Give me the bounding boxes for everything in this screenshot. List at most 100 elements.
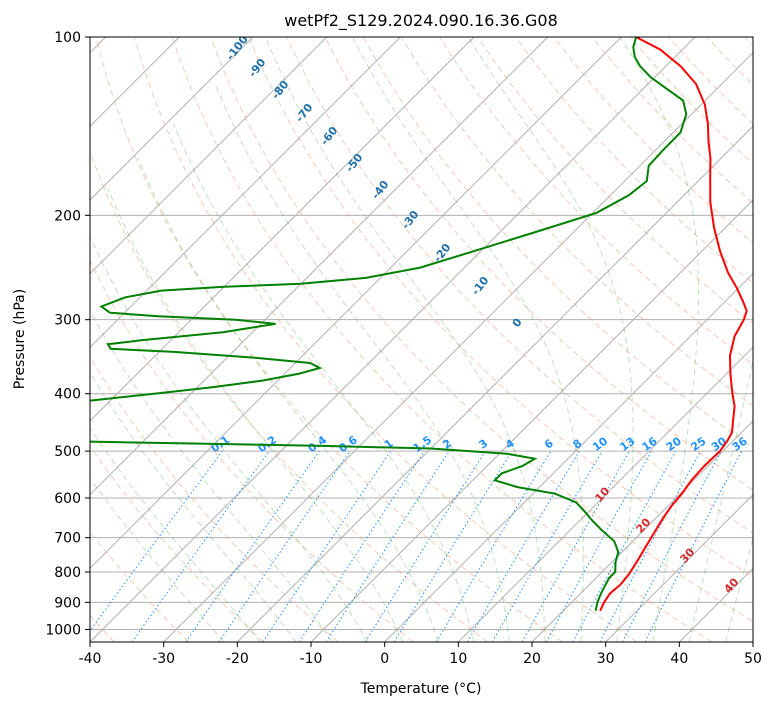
moist-adiabat-line: [137, 157, 439, 642]
mixing-ratio-line: [90, 450, 223, 632]
dry-adiabat-label: -80: [269, 78, 292, 102]
x-tick-label: 30: [597, 651, 615, 667]
y-tick-label: 500: [54, 444, 81, 460]
mixing-ratio-line: [644, 450, 743, 642]
dry-adiabat-label: -40: [369, 178, 392, 202]
isotherm-line: [605, 493, 753, 642]
moist-adiabat-line: [688, 358, 753, 642]
isotherm-line: [384, 272, 753, 642]
dry-adiabat-label: -60: [318, 124, 341, 148]
moist-adiabat-line: [352, 37, 584, 642]
isotherm-line: [531, 420, 753, 642]
mixing-ratio-line: [218, 450, 351, 642]
dry-adiabat-line: [95, 37, 563, 642]
mixing-ratio-label: 1.5: [411, 433, 434, 455]
isotherm-line: [90, 37, 622, 570]
y-axis: 100 200 300 400 500 600 700 800 900 1000: [45, 30, 90, 638]
mixing-ratio-line: [185, 450, 320, 642]
x-tick-label: 40: [670, 651, 688, 667]
moist-adiabat-line: [172, 123, 475, 642]
isotherm-line: [90, 37, 254, 201]
mixing-ratio-line: [572, 450, 677, 642]
y-tick-label: 100: [54, 30, 81, 46]
dry-adiabat-line: [210, 37, 753, 623]
x-tick-label: 0: [380, 651, 389, 667]
isotherm-line: [90, 37, 475, 422]
dry-adiabat-label: 0: [510, 316, 525, 330]
mixing-ratio-line: [262, 450, 392, 642]
x-axis-label: Temperature (°C): [360, 681, 482, 697]
isotherm-line: [90, 37, 328, 275]
moist-adiabat-line: [90, 309, 333, 642]
y-tick-label: 300: [54, 313, 81, 329]
series-line-1: [90, 37, 688, 612]
chart-title: wetPf2_S129.2024.090.16.36.G08: [284, 11, 558, 31]
x-axis: -40 -30 -20 -10 0 10 20 30 40 50: [79, 642, 762, 667]
mixing-ratio-line: [545, 450, 653, 642]
mixing-ratio-label: 6: [542, 437, 556, 452]
background-lines: [90, 37, 753, 642]
dry-adiabat-line: [90, 356, 339, 642]
y-tick-label: 400: [54, 387, 81, 403]
dry-adiabat-line: [90, 150, 488, 642]
x-tick-label: -40: [79, 651, 102, 667]
isotherm-line: [310, 199, 753, 642]
dry-adiabat-label: -10: [469, 274, 492, 298]
dry-adiabat-line: [248, 37, 753, 578]
dry-adiabat-line: [90, 445, 264, 642]
isotherm-line: [236, 125, 753, 642]
mixing-ratio-line: [364, 450, 486, 642]
y-axis-label: Pressure (hPa): [12, 289, 28, 389]
x-tick-label: 50: [744, 651, 762, 667]
moist-adiabat-line: [214, 83, 510, 642]
moist-adiabat-label: 30: [677, 545, 697, 565]
dry-adiabat-line: [515, 37, 753, 284]
dry-adiabat-label: -30: [399, 208, 422, 232]
mixing-ratio-line: [521, 450, 630, 642]
isotherm-line: [457, 346, 753, 642]
mixing-ratio-label: 0.4: [306, 433, 330, 455]
moist-adiabat-line: [725, 536, 753, 642]
isotherm-line: [163, 51, 753, 642]
moist-adiabat-line: [467, 37, 634, 642]
mixing-ratio-line: [393, 450, 513, 642]
y-tick-label: 800: [54, 565, 81, 581]
mixing-ratio-line: [435, 450, 552, 642]
mixing-ratio-line: [325, 450, 450, 642]
moist-adiabat-line: [265, 37, 546, 642]
dry-adiabat-line: [90, 531, 190, 642]
moist-adiabat-line: [90, 371, 297, 642]
plot-frame: [89, 36, 754, 643]
mixing-ratio-label: 3: [477, 437, 491, 452]
moist-adiabat-line: [619, 37, 699, 642]
x-tick-label: 10: [449, 651, 467, 667]
dry-adiabat-line: [133, 37, 638, 642]
mixing-ratio-line: [298, 450, 425, 642]
mixing-ratio-line: [599, 450, 701, 642]
dry-adiabat-label: -50: [343, 151, 366, 175]
dry-adiabat-line: [553, 37, 753, 244]
dry-adiabat-line: [90, 259, 414, 642]
y-tick-label: 1000: [45, 622, 81, 638]
dry-adiabat-line: [171, 37, 712, 642]
moist-adiabat-line: [90, 235, 369, 642]
moist-adiabat-label: 20: [633, 515, 653, 535]
isotherm-line: [752, 641, 753, 642]
dry-adiabat-label: -90: [246, 56, 269, 80]
y-tick-label: 200: [54, 208, 81, 224]
mixing-ratio-label: 0.6: [336, 433, 360, 455]
moist-adiabat-line: [90, 477, 225, 642]
moist-adiabat-line: [90, 427, 261, 642]
isotherm-line: [90, 37, 549, 496]
dry-adiabat-line: [706, 37, 753, 86]
moist-adiabat-label: 10: [592, 484, 612, 504]
x-tick-label: -10: [300, 651, 323, 667]
series-line-0: [599, 37, 748, 612]
x-tick-label: -20: [226, 651, 249, 667]
moist-adiabat-line: [107, 188, 404, 642]
isotherm-line: [90, 37, 696, 642]
profile-series: [90, 37, 748, 612]
x-tick-label: -30: [152, 651, 175, 667]
